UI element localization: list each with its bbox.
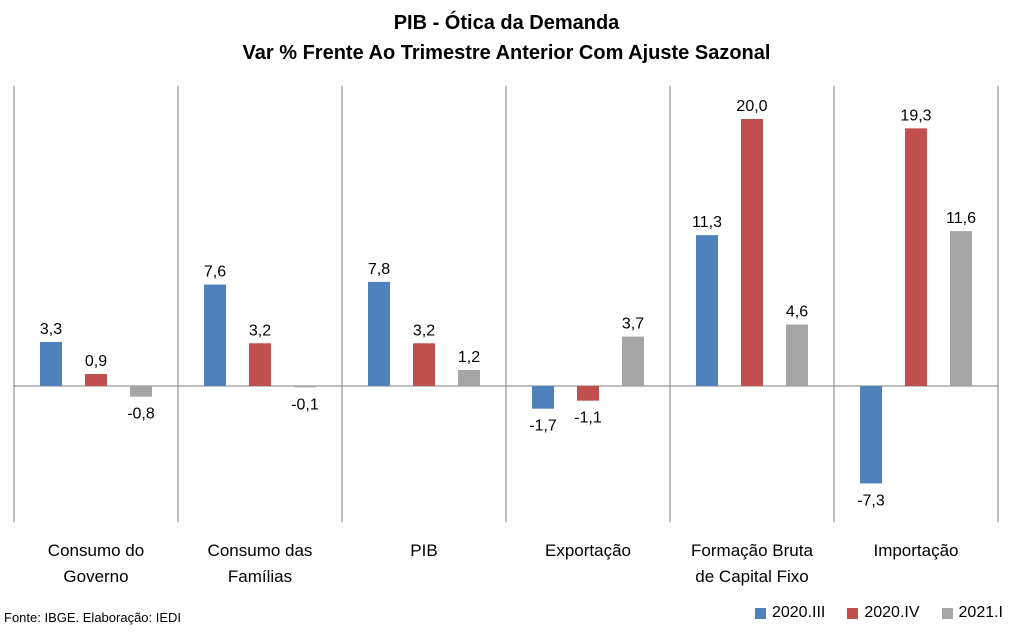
legend: 2020.III 2020.IV 2021.I bbox=[754, 604, 1003, 622]
data-label: 11,3 bbox=[692, 214, 722, 231]
bar-2020.III-5 bbox=[860, 386, 882, 484]
legend-swatch-2020-iii bbox=[754, 607, 766, 619]
data-label: -1,7 bbox=[529, 418, 557, 435]
bar-2020.III-2 bbox=[368, 281, 390, 386]
data-label: 3,2 bbox=[413, 322, 435, 339]
chart-subtitle: Var % Frente Ao Trimestre Anterior Com A… bbox=[242, 42, 771, 64]
data-label: 3,7 bbox=[622, 316, 644, 333]
data-label: 7,6 bbox=[204, 264, 226, 281]
chart-title: PIB - Ótica da Demanda bbox=[393, 12, 620, 34]
bar-2021.I-3 bbox=[622, 336, 644, 386]
category-label: Importação bbox=[873, 541, 958, 560]
data-label: 3,2 bbox=[249, 322, 271, 339]
data-label: -1,1 bbox=[574, 410, 602, 427]
bar-2021.I-2 bbox=[458, 369, 480, 386]
legend-swatch-2020-iv bbox=[847, 607, 859, 619]
category-label: de Capital Fixo bbox=[695, 567, 808, 586]
category-label: Famílias bbox=[228, 567, 292, 586]
bar-2020.IV-2 bbox=[413, 343, 435, 386]
legend-swatch-2021-i bbox=[941, 607, 953, 619]
bar-2020.III-4 bbox=[696, 235, 718, 386]
data-label: 4,6 bbox=[786, 304, 808, 321]
category-label: Governo bbox=[63, 567, 128, 586]
bar-2020.III-1 bbox=[204, 284, 226, 386]
bar-2020.IV-4 bbox=[741, 119, 763, 386]
bar-2020.III-0 bbox=[40, 341, 62, 386]
bar-2021.I-1 bbox=[294, 386, 316, 388]
data-label: 20,0 bbox=[736, 98, 767, 115]
source-note: Fonte: IBGE. Elaboração: IEDI bbox=[4, 610, 182, 625]
data-label: 0,9 bbox=[85, 353, 107, 370]
data-label: -7,3 bbox=[857, 492, 885, 509]
bar-2020.IV-3 bbox=[577, 386, 599, 401]
category-label: Consumo do bbox=[48, 541, 144, 560]
data-label: 19,3 bbox=[900, 107, 931, 124]
bar-2021.I-4 bbox=[786, 324, 808, 386]
legend-item-2020-iv: 2020.IV bbox=[847, 604, 920, 622]
bar-2021.I-0 bbox=[130, 386, 152, 397]
data-label: 3,3 bbox=[40, 321, 62, 338]
data-label: 11,6 bbox=[946, 210, 976, 227]
bar-2021.I-5 bbox=[950, 231, 972, 386]
category-label: Consumo das bbox=[208, 541, 313, 560]
data-label: 1,2 bbox=[458, 349, 480, 366]
data-label: -0,8 bbox=[127, 406, 155, 423]
category-label: Exportação bbox=[545, 541, 631, 560]
bar-2020.III-3 bbox=[532, 386, 554, 409]
data-label: 7,8 bbox=[368, 261, 390, 278]
legend-item-2021-i: 2021.I bbox=[941, 604, 1003, 622]
data-label: -0,1 bbox=[291, 396, 319, 413]
category-label: Formação Bruta bbox=[691, 541, 813, 560]
category-label: PIB bbox=[410, 541, 437, 560]
legend-label-2020-iii: 2020.III bbox=[771, 604, 826, 621]
bar-2020.IV-5 bbox=[905, 128, 927, 386]
bar-2020.IV-1 bbox=[249, 343, 271, 386]
legend-item-2020-iii: 2020.III bbox=[754, 604, 826, 622]
bar-2020.IV-0 bbox=[85, 373, 107, 386]
legend-label-2021-i: 2021.I bbox=[958, 604, 1003, 621]
legend-label-2020-iv: 2020.IV bbox=[864, 604, 920, 621]
